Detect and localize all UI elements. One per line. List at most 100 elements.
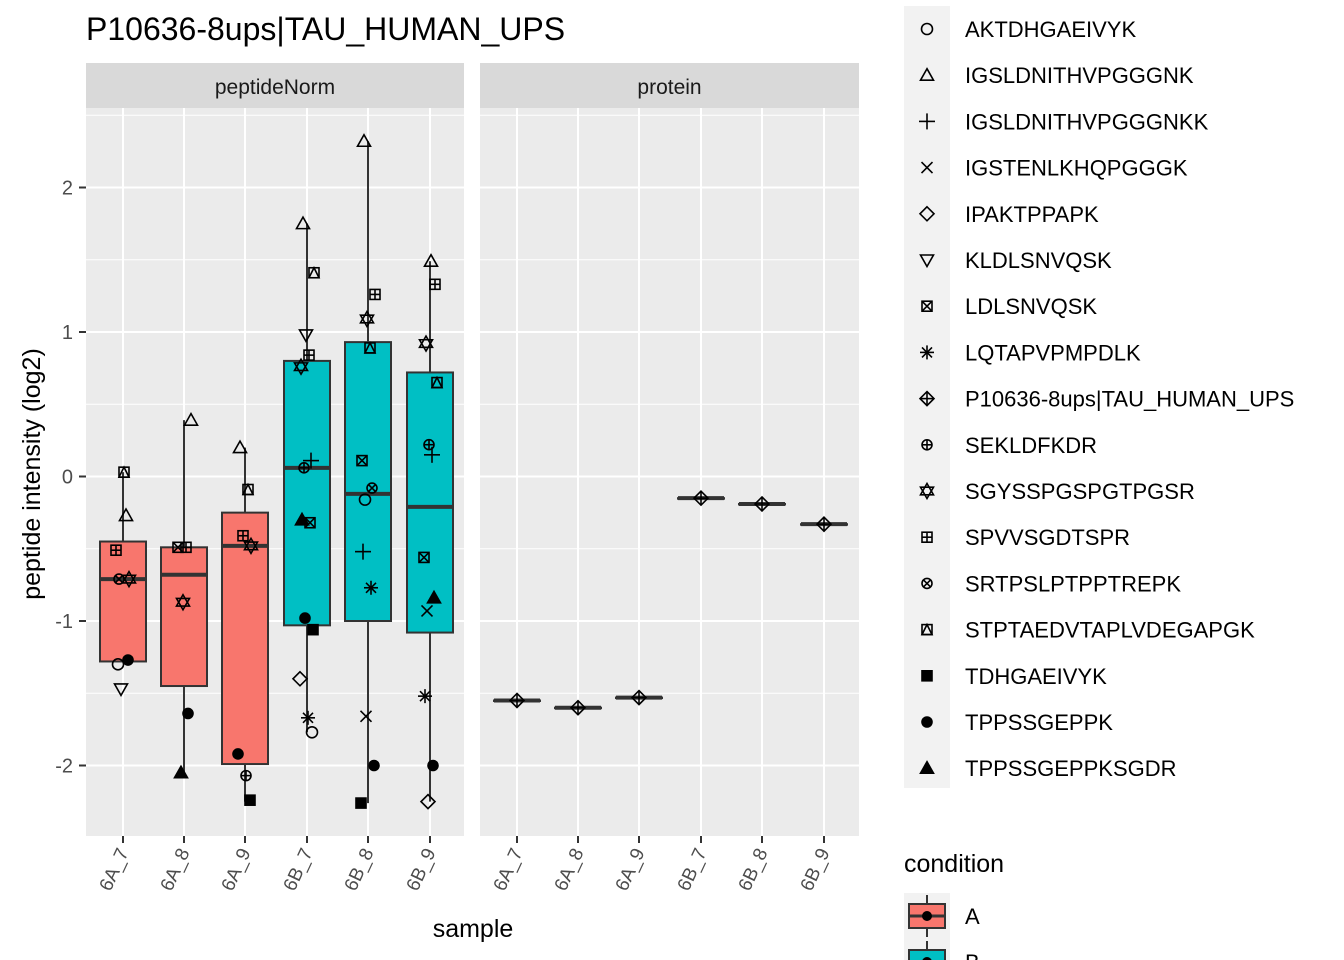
data-point (363, 341, 377, 354)
x-tick-label: 6A_7 (96, 845, 134, 894)
shape-legend-key (920, 22, 934, 36)
data-point (113, 573, 125, 585)
shape-legend-label: SRTPSLPTPPTREPK (965, 571, 1181, 596)
data-point (303, 452, 319, 469)
facet-strip (480, 63, 859, 108)
box-6B_9 (406, 261, 454, 802)
x-tick-label: 6B_9 (403, 845, 441, 894)
data-point (232, 748, 244, 760)
fill-legend-label: B (965, 950, 980, 960)
data-point (303, 349, 315, 361)
shape-legend-label: SPVVSGDTSPR (965, 525, 1130, 550)
shape-legend-item: TPPSSGEPPK (921, 710, 1113, 735)
shape-legend-item: P10636-8ups|TAU_HUMAN_UPS (918, 387, 1294, 412)
shape-legend-item: SPVVSGDTSPR (921, 525, 1130, 550)
shape-legend-key (919, 481, 935, 501)
x-tick-label: 6B_7 (674, 845, 712, 894)
fill-legend-point (922, 911, 932, 921)
x-tick-label: 6B_8 (341, 845, 379, 894)
data-point (117, 465, 131, 478)
x-tick-label: 6A_8 (551, 845, 589, 894)
data-point (298, 329, 314, 344)
data-point (358, 493, 372, 506)
shape-legend-label: P10636-8ups|TAU_HUMAN_UPS (965, 387, 1294, 412)
data-point (293, 357, 309, 376)
shape-legend-label: KLDLSNVQSK (965, 248, 1112, 273)
shape-legend-label: IPAKTPPAPK (965, 202, 1099, 227)
box-body (406, 371, 454, 634)
data-point (172, 541, 184, 554)
chart-title: P10636-8ups|TAU_HUMAN_UPS (86, 11, 565, 47)
shape-legend-label: SEKLDFKDR (965, 433, 1097, 458)
shape-legend-item: KLDLSNVQSK (919, 248, 1112, 273)
data-point (183, 412, 199, 426)
shape-legend-key (920, 161, 934, 174)
box-body (99, 540, 147, 663)
data-point (307, 623, 319, 636)
box-6B_7 (283, 223, 331, 733)
data-point (426, 589, 442, 604)
data-point (368, 759, 380, 772)
facet-strip (86, 63, 464, 108)
data-point (630, 689, 648, 706)
data-point (175, 593, 191, 612)
shape-legend-item: IGSTENLKHQPGGGK (920, 156, 1188, 181)
shape-legend-item: LQTAPVPMPDLK (920, 340, 1141, 365)
box-6A_7 (99, 472, 147, 663)
data-point (122, 654, 134, 666)
shape-legend-key (919, 113, 935, 130)
data-point (427, 759, 439, 772)
data-point (110, 544, 122, 556)
shape-legend-key (918, 390, 936, 407)
data-point (305, 725, 319, 739)
shape-legend-key (921, 438, 933, 451)
data-point (355, 543, 371, 560)
shape-legend-label: STPTAEDVTAPLVDEGAPGK (965, 618, 1255, 643)
x-axis-label: sample (433, 915, 514, 943)
shape-legend-item: SGYSSPGSPGTPGSR (919, 479, 1195, 504)
data-point (118, 507, 134, 522)
y-tick-label: -1 (55, 611, 73, 633)
data-point (295, 215, 311, 230)
shape-legend-key (921, 669, 933, 682)
x-tick-label: 6A_9 (612, 845, 650, 894)
shape-legend-item: AKTDHGAEIVYK (920, 17, 1136, 42)
data-point (420, 604, 434, 617)
shape-legend-key (920, 622, 934, 636)
shape-legend-key (921, 300, 933, 313)
data-point (692, 490, 710, 507)
data-point (240, 769, 252, 782)
shape-legend-label: TPPSSGEPPK (965, 710, 1113, 735)
data-point (182, 707, 194, 720)
fill-legend-point (922, 957, 932, 960)
facet-peptideNorm: peptideNorm 6A_7 6A_8 6A_9 6B_7 6B_8 6B_9 (86, 63, 464, 894)
box-body (160, 546, 208, 688)
shape-legend-label: TDHGAEIVYK (965, 664, 1107, 689)
box-body (344, 341, 392, 622)
data-point (241, 482, 255, 496)
data-point (121, 569, 137, 589)
fill-legend-title: condition (904, 850, 1004, 878)
shape-legend-label: TPPSSGEPPKSGDR (965, 756, 1177, 781)
shape-legend-label: SGYSSPGSPGTPGSR (965, 479, 1195, 504)
shape-legend-item: LDLSNVQSK (921, 294, 1097, 319)
data-point (232, 439, 248, 454)
data-point (237, 529, 249, 542)
x-tick-label: 6A_7 (490, 845, 528, 894)
data-point (430, 375, 444, 389)
data-point (423, 438, 435, 451)
y-axis: -2 -1 0 1 2 (55, 178, 86, 778)
y-tick-label: 2 (62, 178, 73, 200)
fill-legend-swatch (908, 949, 946, 960)
data-point (418, 551, 430, 564)
shape-legend-key (919, 760, 935, 775)
box-body (283, 359, 331, 627)
box-6A_9 (221, 447, 269, 802)
x-tick-label: 6A_9 (218, 845, 256, 894)
data-point (424, 446, 440, 463)
data-point (291, 670, 309, 687)
data-point (366, 482, 378, 494)
shape-legend-key (921, 531, 933, 544)
shape-legend-item: IPAKTPPAPK (918, 202, 1099, 227)
